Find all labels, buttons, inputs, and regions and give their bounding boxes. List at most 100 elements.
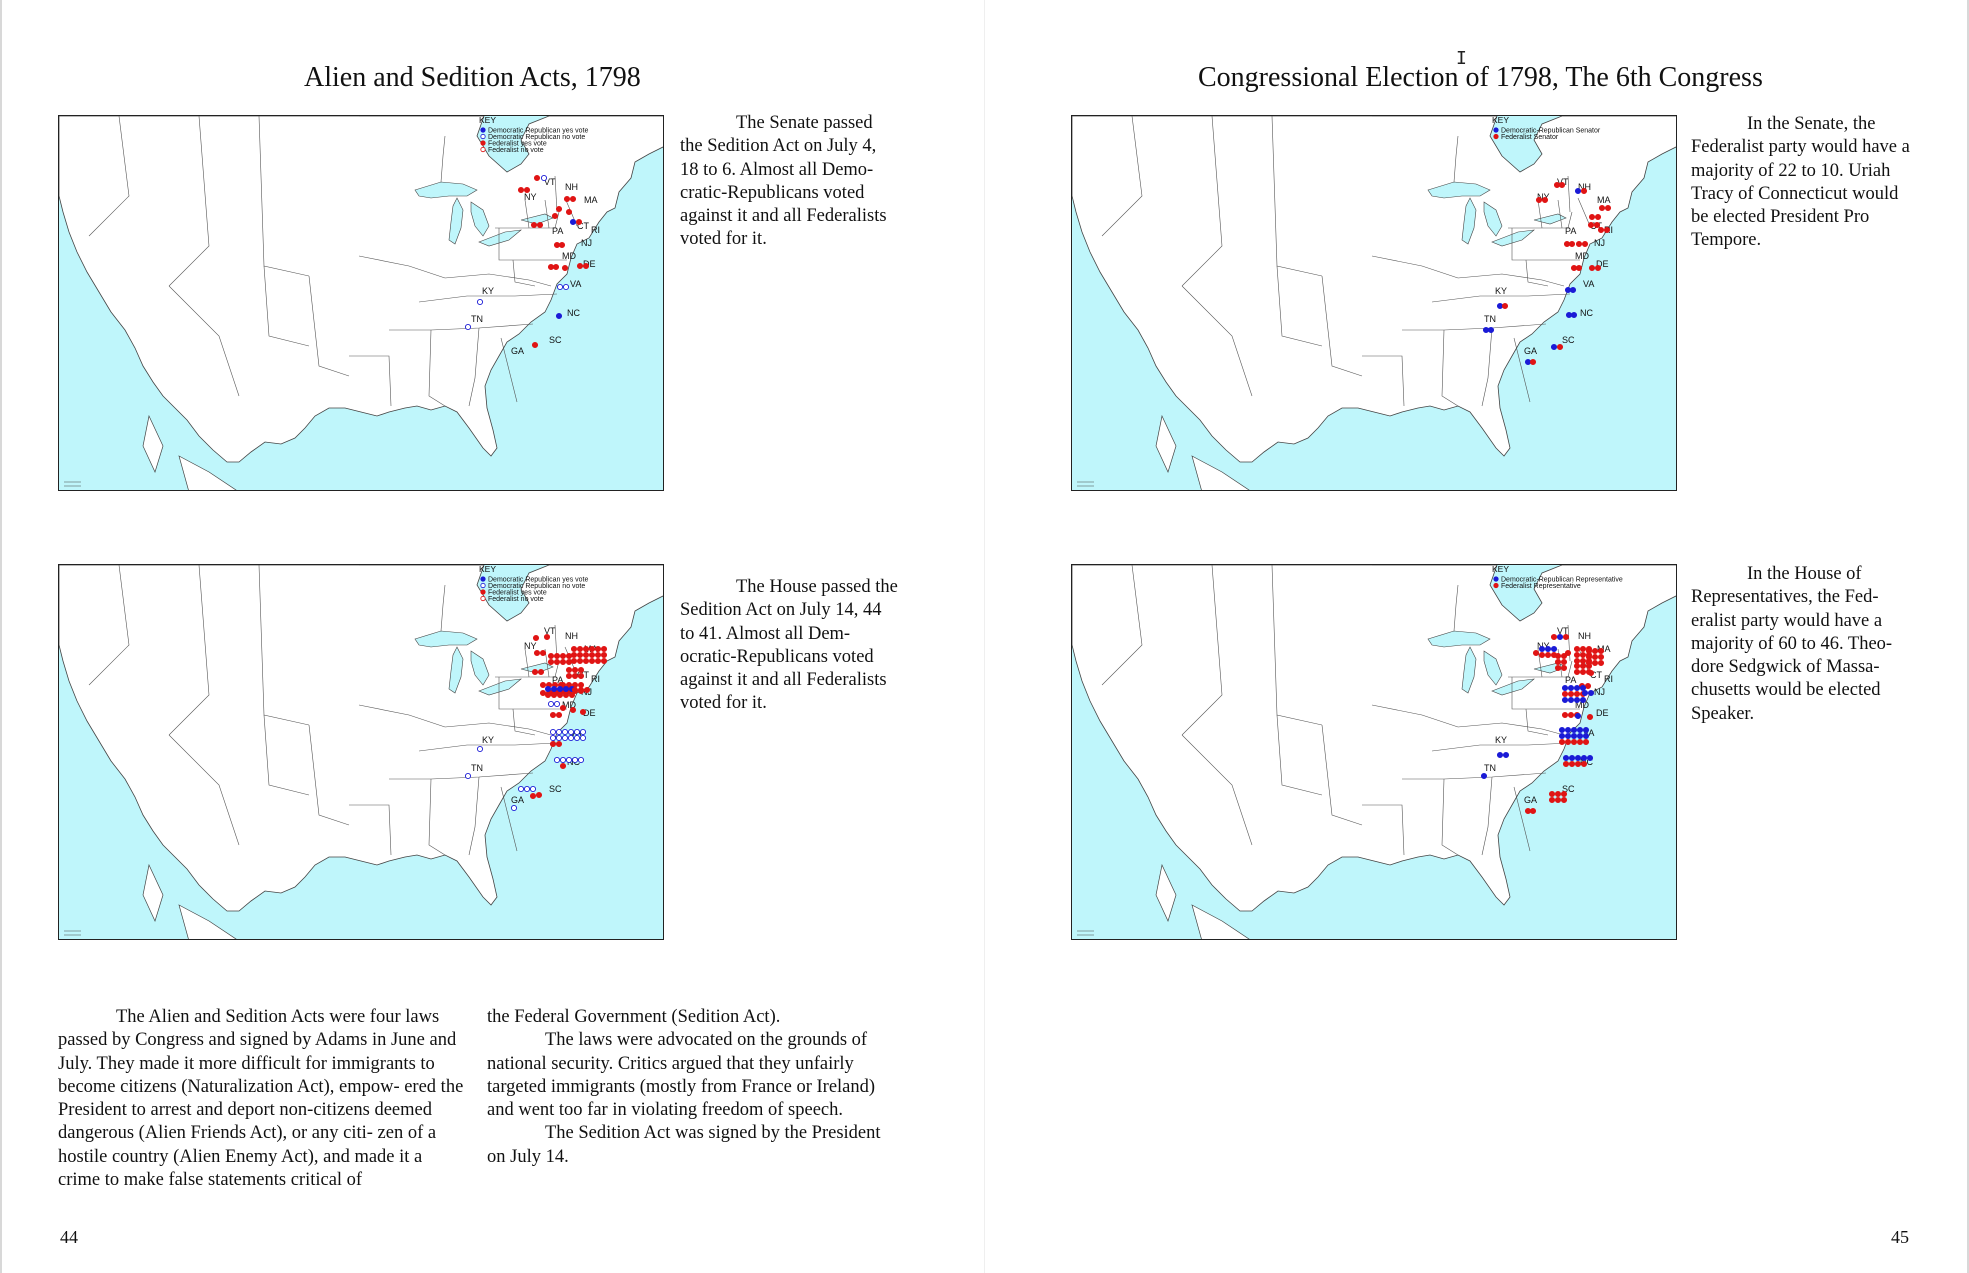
- member-marker: [600, 645, 608, 653]
- member-marker: [1532, 649, 1540, 657]
- great-lake: [470, 201, 490, 237]
- state-label-ma: MA: [1597, 644, 1611, 654]
- member-marker: [555, 734, 563, 742]
- state-border: [444, 273, 552, 287]
- right-page: Congressional Election of 1798, The 6th …: [985, 0, 1969, 1273]
- member-marker: [565, 666, 573, 674]
- member-marker: [558, 241, 566, 249]
- member-marker: [1573, 684, 1581, 692]
- member-marker: [1570, 311, 1578, 319]
- senate-election-caption: In the Senate, the Federalist party woul…: [1691, 113, 1913, 253]
- member-marker: [1567, 690, 1575, 698]
- member-marker: [553, 700, 561, 708]
- member-marker: [1584, 682, 1592, 690]
- state-border: [440, 135, 446, 183]
- key-label: Democratic Republican no vote: [488, 583, 585, 590]
- state-border: [1441, 329, 1459, 407]
- member-marker: [1529, 358, 1537, 366]
- north-america-landmass: [1072, 565, 1676, 912]
- member-marker: [535, 791, 543, 799]
- member-marker: [537, 668, 545, 676]
- member-marker: [1568, 760, 1576, 768]
- state-border: [1321, 275, 1363, 377]
- member-marker: [1593, 221, 1601, 229]
- page-number: 45: [1891, 1227, 1909, 1247]
- key-label: Democratic Republican no vote: [488, 134, 585, 141]
- member-marker: [1550, 633, 1558, 641]
- member-marker: [1587, 689, 1595, 697]
- member-marker: [559, 681, 567, 689]
- state-border: [358, 704, 446, 728]
- member-marker: [1558, 738, 1566, 746]
- member-marker: [517, 785, 525, 793]
- state-label-ky: KY: [482, 735, 494, 745]
- member-marker: [1496, 302, 1504, 310]
- body-paragraph-1: The Alien and Sedition Acts were four la…: [58, 1007, 464, 1191]
- member-marker: [1579, 696, 1587, 704]
- member-marker: [550, 691, 558, 699]
- member-marker: [1502, 751, 1510, 759]
- state-border: [1513, 786, 1531, 852]
- house-caption-p1: The House passed the Sedition Act on Jul…: [680, 577, 898, 644]
- member-marker: [571, 672, 579, 680]
- state-border: [263, 265, 310, 347]
- state-label-ga: GA: [511, 346, 524, 356]
- state-label-nh: NH: [565, 631, 578, 641]
- great-lake: [1427, 181, 1491, 199]
- member-marker: [588, 645, 596, 653]
- state-border: [1431, 293, 1571, 303]
- member-marker: [1580, 760, 1588, 768]
- key-swatch: [480, 140, 486, 146]
- state-label-vt: VT: [544, 177, 556, 187]
- member-marker: [1575, 240, 1583, 248]
- state-border: [468, 776, 480, 856]
- member-marker: [531, 668, 539, 676]
- state-label-de: DE: [583, 259, 596, 269]
- member-marker: [476, 298, 484, 306]
- state-border: [1276, 714, 1323, 796]
- member-marker: [547, 263, 555, 271]
- member-marker: [1556, 633, 1564, 641]
- state-label-nh: NH: [565, 182, 578, 192]
- state-border: [1362, 804, 1405, 856]
- member-marker: [1597, 647, 1605, 655]
- member-marker: [600, 657, 608, 665]
- member-marker: [1591, 653, 1599, 661]
- member-marker: [533, 649, 541, 657]
- member-marker: [1564, 726, 1572, 734]
- state-label-de: DE: [1596, 708, 1609, 718]
- member-marker: [577, 756, 585, 764]
- member-marker: [1576, 732, 1584, 740]
- state-border: [1371, 704, 1459, 728]
- member-marker: [1560, 790, 1568, 798]
- state-label-ct: CT: [1590, 670, 1602, 680]
- member-marker: [1564, 286, 1572, 294]
- state-border: [308, 275, 350, 377]
- member-marker: [553, 241, 561, 249]
- member-marker: [536, 221, 544, 229]
- member-marker: [510, 804, 518, 812]
- member-marker: [1570, 726, 1578, 734]
- state-border: [1362, 355, 1405, 407]
- senate-vote-map: VT NH NY MA PA CT RI NJ MD DE VA KY NC TN SC GA KEY Democ…: [58, 115, 664, 491]
- member-marker: [1597, 659, 1605, 667]
- member-marker: [571, 686, 579, 694]
- member-marker: [1573, 645, 1581, 653]
- member-marker: [1544, 651, 1552, 659]
- key-swatch: [1493, 133, 1499, 140]
- state-border: [428, 778, 446, 856]
- member-marker: [579, 708, 587, 716]
- member-marker: [1591, 659, 1599, 667]
- state-label-sc: SC: [549, 784, 562, 794]
- state-border: [418, 742, 558, 752]
- state-border: [1457, 722, 1565, 736]
- state-label-ky: KY: [482, 286, 494, 296]
- member-marker: [1567, 696, 1575, 704]
- member-marker: [1550, 651, 1558, 659]
- member-marker: [594, 651, 602, 659]
- member-marker: [1553, 181, 1561, 189]
- state-border: [500, 337, 518, 403]
- member-marker: [523, 785, 531, 793]
- state-border: [1431, 742, 1571, 752]
- key-heading: KEY: [1492, 565, 1509, 574]
